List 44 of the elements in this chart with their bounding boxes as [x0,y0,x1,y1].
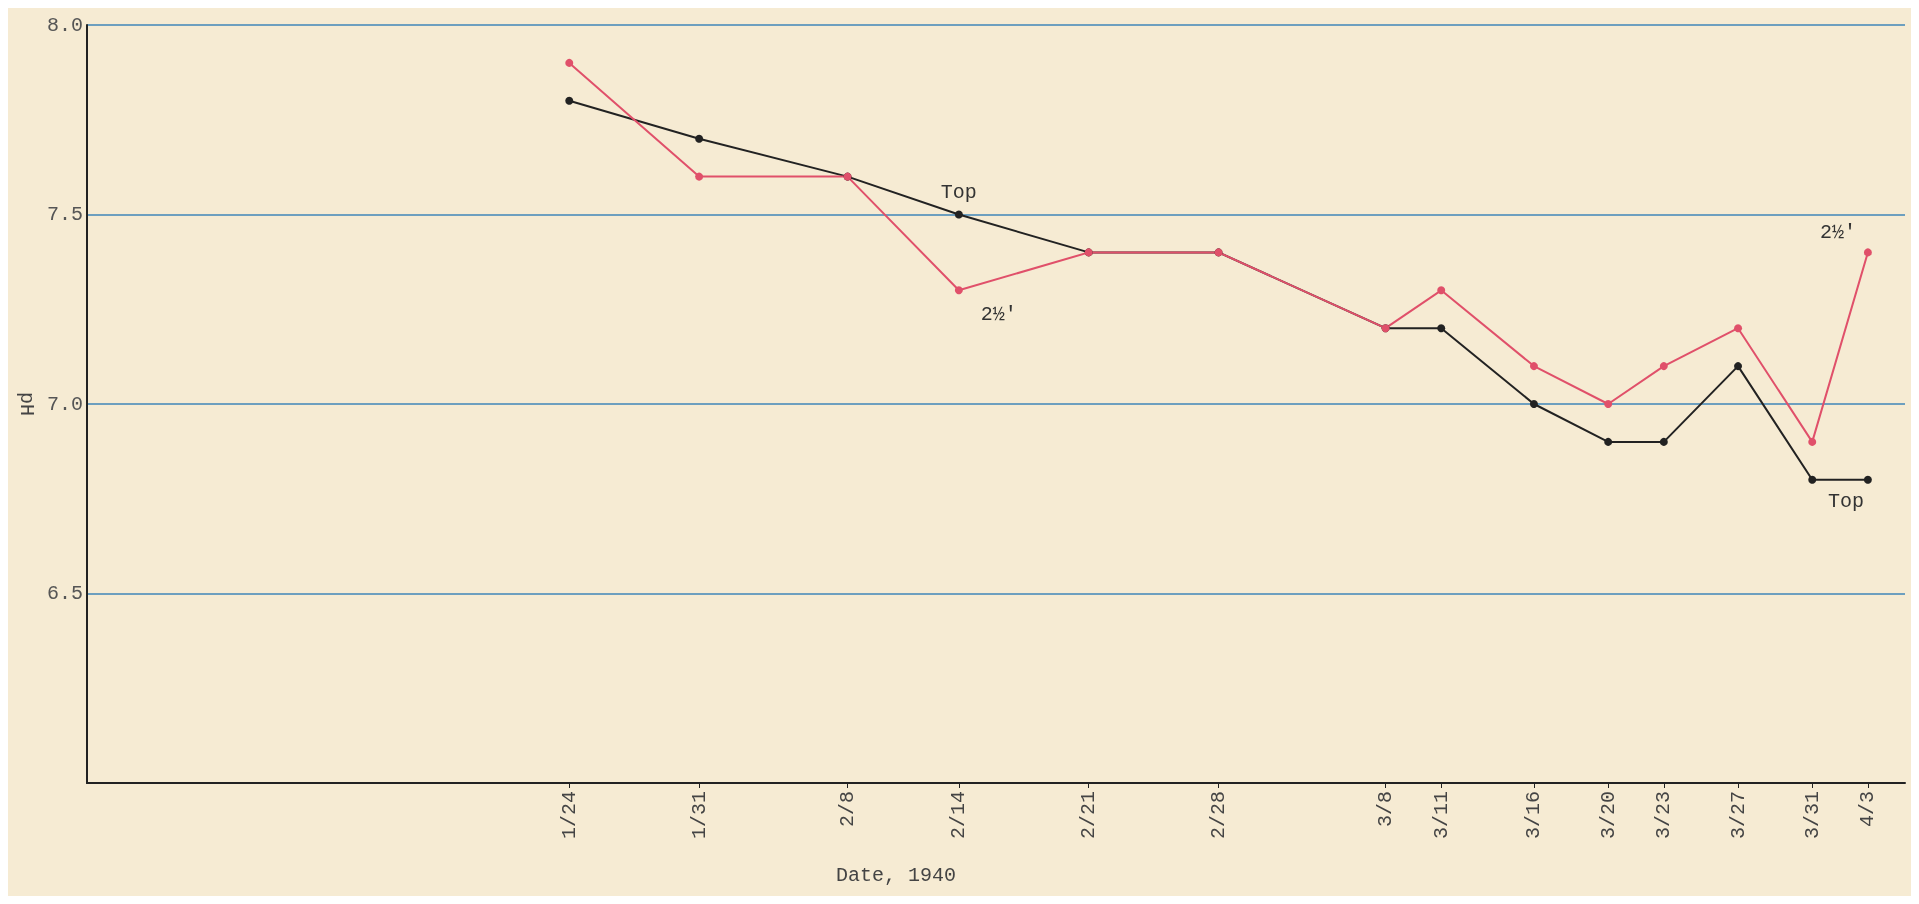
point [695,172,704,181]
point [1529,362,1538,371]
point [695,134,704,143]
x-tick-label: 1/31 [687,791,711,840]
point [1808,475,1817,484]
y-tick-label: 7.5 [46,203,83,226]
point [1863,475,1872,484]
point [1604,400,1613,408]
point [1529,400,1538,408]
point [1659,437,1668,446]
x-tick-label: 3/11 [1429,791,1453,840]
x-tick-label: 4/3 [1856,791,1880,828]
y-tick-label: 6.5 [46,582,83,605]
x-tick-label: 3/23 [1652,791,1676,840]
y-tick-label: 7.0 [46,392,83,416]
y-axis-title: pH [14,391,38,417]
point [565,58,574,67]
x-tick-label: 1/24 [557,791,581,840]
x-tick-label: 3/20 [1596,791,1620,840]
point [954,286,963,295]
point [1437,286,1446,295]
point [1437,324,1446,333]
y-tick-label: 8.0 [46,13,83,37]
text: Top [1827,490,1864,514]
point [565,96,574,105]
x-tick-label: 2/14 [947,791,971,840]
x-tick-label: 2/28 [1207,791,1231,840]
point [1659,362,1668,371]
point [1734,324,1743,333]
point [1808,437,1817,446]
point [1604,437,1613,446]
x-tick-label: 2/8 [836,791,860,828]
x-axis-title: Date, 1940 [835,863,956,887]
x-tick-label: 3/27 [1726,791,1750,840]
point [1734,362,1743,371]
series-label: Top [940,181,977,204]
x-tick-label: 2/21 [1077,791,1101,840]
x-tick-label: 3/8 [1374,791,1398,828]
x-tick-label: 3/16 [1522,791,1546,840]
x-tick-label: 3/31 [1800,791,1824,840]
series-label: 2½' [1819,220,1856,244]
point [1863,248,1872,257]
point [954,210,963,219]
text: 2½' [980,302,1017,326]
